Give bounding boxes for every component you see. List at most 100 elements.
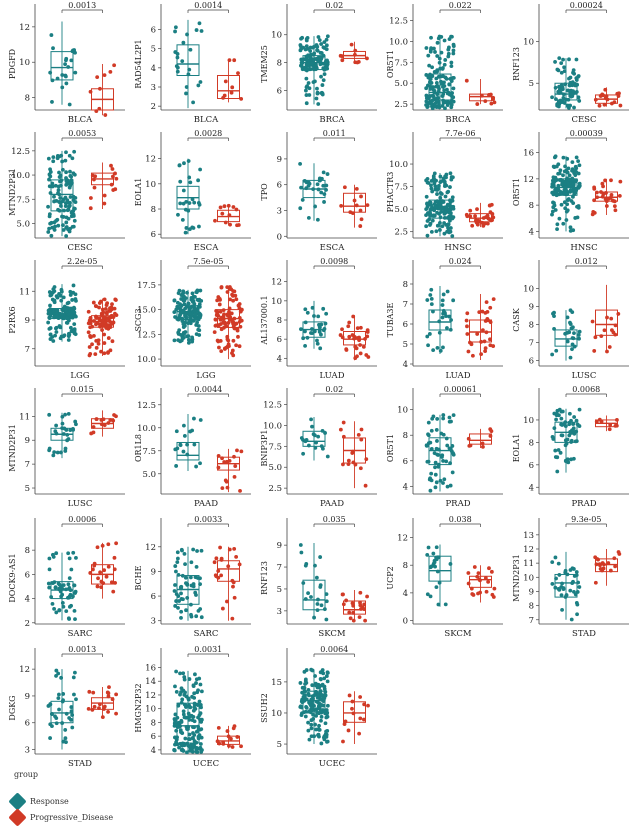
- x-axis-label: PAAD: [320, 499, 344, 509]
- data-point-progressive: [98, 86, 102, 91]
- data-point-response: [321, 78, 326, 83]
- data-point-response: [569, 457, 574, 462]
- data-point-response: [324, 732, 329, 737]
- data-point-progressive: [227, 317, 232, 322]
- data-point-response: [73, 670, 77, 675]
- data-point-response: [184, 85, 189, 89]
- data-point-progressive: [86, 706, 91, 711]
- data-point-progressive: [105, 301, 110, 306]
- data-point-progressive: [113, 187, 118, 192]
- data-point-response: [575, 422, 580, 427]
- data-point-progressive: [491, 97, 496, 102]
- data-point-progressive: [237, 306, 242, 310]
- y-tick-label: 10: [523, 416, 534, 426]
- data-point-response: [187, 677, 192, 681]
- data-point-response: [299, 713, 304, 717]
- data-point-response: [425, 592, 430, 597]
- data-point-response: [567, 83, 572, 88]
- data-point-response: [555, 227, 559, 231]
- data-point-response: [445, 229, 449, 234]
- data-point-progressive: [592, 349, 597, 353]
- data-point-progressive: [346, 462, 351, 466]
- data-point-response: [60, 421, 65, 426]
- data-point-response: [554, 348, 559, 353]
- data-point-response: [309, 718, 314, 723]
- data-point-response: [181, 291, 186, 295]
- data-point-response: [187, 175, 192, 180]
- data-point-progressive: [110, 302, 114, 307]
- data-point-response: [193, 307, 198, 312]
- data-point-response: [574, 178, 579, 183]
- data-point-response: [321, 53, 326, 58]
- data-point-progressive: [217, 323, 222, 327]
- y-tick-label: 15: [271, 678, 282, 688]
- data-point-response: [69, 214, 74, 219]
- box-progressive: [464, 294, 496, 360]
- box-response: [46, 149, 78, 238]
- data-point-progressive: [222, 312, 226, 317]
- data-point-response: [554, 97, 558, 102]
- data-point-progressive: [212, 330, 217, 335]
- data-point-progressive: [90, 707, 95, 712]
- box-progressive: [216, 448, 244, 493]
- data-point-response: [181, 201, 186, 206]
- data-point-progressive: [356, 59, 361, 64]
- data-point-progressive: [347, 610, 352, 615]
- data-point-progressive: [350, 699, 355, 704]
- data-point-progressive: [615, 417, 619, 422]
- data-point-response: [175, 715, 180, 720]
- box-progressive: [594, 415, 619, 432]
- data-point-progressive: [106, 694, 111, 699]
- data-point-progressive: [346, 728, 351, 733]
- data-point-response: [184, 91, 188, 96]
- data-point-progressive: [593, 555, 598, 560]
- data-point-response: [566, 88, 571, 93]
- data-point-response: [565, 315, 570, 320]
- data-point-response: [61, 604, 66, 609]
- data-point-response: [68, 289, 73, 294]
- data-point-response: [303, 307, 308, 312]
- y-tick-label: 6: [25, 719, 30, 729]
- p-value-label: 0.0053: [68, 129, 96, 138]
- data-point-response: [59, 334, 64, 339]
- data-point-response: [432, 560, 437, 565]
- data-point-response: [183, 562, 187, 567]
- data-point-response: [322, 192, 327, 197]
- data-point-response: [174, 569, 178, 574]
- data-point-progressive: [87, 345, 92, 349]
- data-point-response: [66, 338, 71, 342]
- data-point-progressive: [604, 204, 609, 208]
- data-point-progressive: [491, 344, 496, 348]
- data-point-response: [66, 551, 71, 556]
- y-tick-label: 0: [277, 232, 282, 242]
- data-point-progressive: [362, 602, 367, 607]
- data-point-response: [435, 192, 439, 196]
- y-tick-label: 16: [145, 663, 156, 673]
- data-point-progressive: [485, 221, 490, 226]
- data-point-response: [50, 290, 55, 295]
- data-point-progressive: [466, 581, 471, 586]
- data-point-response: [69, 567, 74, 572]
- data-point-progressive: [470, 223, 475, 228]
- y-tick-label: 17.5: [137, 281, 156, 291]
- y-tick-label: 8: [151, 718, 156, 728]
- data-point-response: [173, 735, 177, 740]
- data-point-progressive: [216, 569, 221, 573]
- data-point-response: [428, 565, 433, 570]
- data-point-response: [196, 715, 200, 720]
- box-response: [47, 411, 78, 459]
- data-point-response: [430, 93, 435, 98]
- data-point-response: [195, 703, 200, 707]
- data-point-response: [553, 60, 557, 64]
- data-point-response: [437, 580, 442, 585]
- y-tick-label: 8: [529, 321, 534, 331]
- data-point-response: [321, 306, 326, 311]
- data-point-response: [67, 617, 72, 621]
- data-point-response: [73, 591, 77, 595]
- data-point-response: [74, 299, 78, 303]
- data-point-progressive: [94, 345, 99, 350]
- data-point-response: [305, 335, 310, 340]
- data-point-response: [445, 91, 450, 96]
